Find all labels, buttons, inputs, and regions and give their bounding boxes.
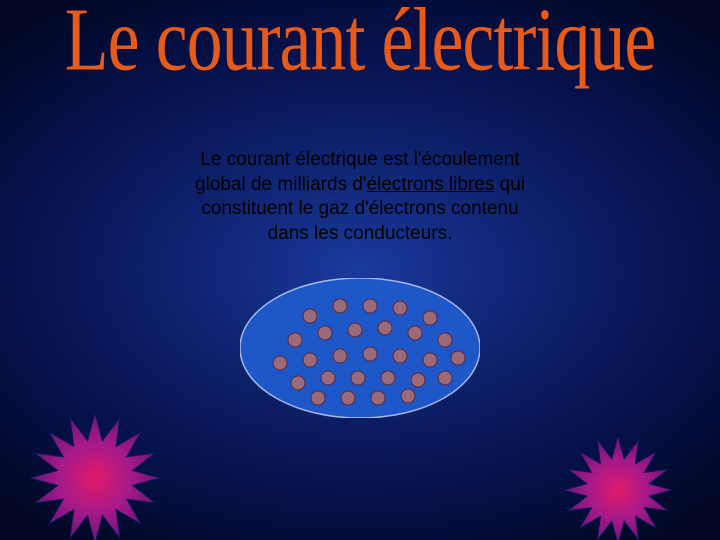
starburst-right-icon — [564, 436, 672, 540]
subtitle-line2a: global de milliards d' — [195, 174, 367, 195]
electron-ellipse-svg — [240, 278, 480, 418]
subtitle-line2b: qui — [494, 174, 525, 195]
subtitle-line1: Le courant électrique est l'écoulement — [200, 149, 519, 170]
starburst-left-icon — [30, 413, 160, 540]
subtitle-underline: électrons libres — [367, 174, 495, 195]
electron-diagram — [240, 278, 480, 418]
subtitle-line4: dans les conducteurs. — [268, 223, 453, 244]
subtitle-line3: constituent le gaz d'électrons contenu — [201, 198, 518, 219]
description-text: Le courant électrique est l'écoulement g… — [0, 148, 720, 247]
page-title: Le courant électrique — [0, 0, 720, 92]
